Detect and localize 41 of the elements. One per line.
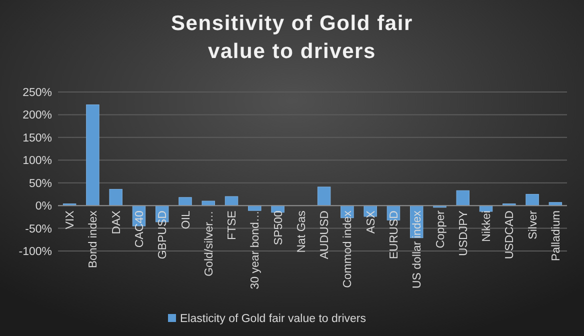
y-tick-label: 250% <box>22 87 52 100</box>
x-tick-label: AUDUSD <box>319 210 332 260</box>
x-tick-label: DAX <box>110 210 123 234</box>
y-tick-label: 200% <box>22 110 52 122</box>
x-tick-label: Silver <box>527 210 540 240</box>
bar <box>202 200 215 206</box>
y-tick-label: -50% <box>25 223 52 236</box>
bar <box>456 190 470 206</box>
bar <box>248 205 262 211</box>
bar <box>109 188 122 206</box>
x-tick-label: Palladium <box>550 210 562 262</box>
x-tick-label: USDCAD <box>504 210 516 260</box>
x-tick-label: VIX <box>64 210 77 230</box>
chart-title: Sensitivity of Gold fair value to drivers <box>170 12 414 63</box>
legend-label: Elasticity of Gold fair value to drivers <box>180 313 366 326</box>
x-tick-label: ASX <box>365 210 378 234</box>
x-tick-label: Copper <box>434 210 447 248</box>
bar <box>86 104 100 206</box>
x-tick-label: Bond index <box>88 210 100 268</box>
x-tick-label: 30 year bond… <box>250 210 262 290</box>
x-tick-label: GBPUSD <box>157 210 170 260</box>
x-tick-label: Nat Gas <box>296 210 308 253</box>
bar <box>178 197 192 206</box>
bar <box>317 186 331 206</box>
y-tick-label: 100% <box>22 155 52 168</box>
x-tick-label: OIL <box>180 210 192 230</box>
y-tick-label: -100% <box>18 246 52 258</box>
x-tick-label: Nikkei <box>481 210 494 242</box>
x-tick-label: Commod index <box>342 210 354 288</box>
y-tick-label: 50% <box>28 178 52 190</box>
y-tick-label: 150% <box>22 132 52 144</box>
x-tick-label: SP500 <box>272 210 285 246</box>
x-tick-label: USDJPY <box>458 210 470 256</box>
x-tick-label: Gold/silver… <box>203 210 216 276</box>
x-tick-label: CAC40 <box>134 210 146 248</box>
x-tick-label: EURUSD <box>388 210 400 260</box>
x-tick-label: US dollar index <box>412 210 424 289</box>
x-tick-label: FTSE <box>226 210 239 240</box>
y-tick-label: 0% <box>35 200 52 213</box>
bar <box>224 196 238 206</box>
bar <box>526 194 539 206</box>
